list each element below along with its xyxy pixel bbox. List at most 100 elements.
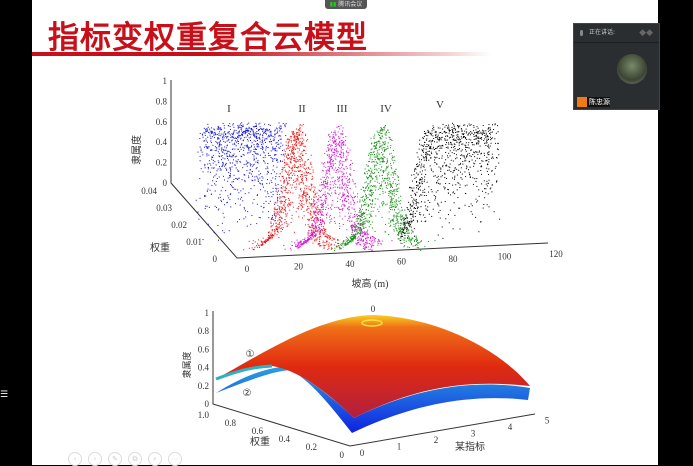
scatter-point [321, 169, 323, 171]
scatter-point [370, 175, 372, 177]
scatter-point [347, 242, 349, 244]
scatter-point [319, 190, 321, 192]
scatter-point [437, 182, 439, 184]
scatter-point [252, 202, 254, 204]
scatter-point [297, 137, 299, 139]
scatter-point [409, 207, 411, 209]
scatter-point [288, 175, 290, 177]
scatter-point [332, 184, 334, 186]
scatter-point [387, 145, 389, 147]
scatter-point [427, 191, 429, 193]
scatter-point [303, 242, 305, 244]
scatter-point [296, 245, 298, 247]
scatter-point [414, 192, 416, 194]
scatter-point [430, 148, 432, 150]
zoom-icon[interactable]: ⌕ [148, 452, 162, 466]
scatter-point [286, 204, 288, 206]
scatter-point [391, 198, 393, 200]
scatter-point [300, 204, 302, 206]
scatter-point [246, 170, 248, 172]
scatter-point [322, 176, 324, 178]
more-icon[interactable]: ⋯ [168, 452, 182, 466]
scatter-point [333, 250, 335, 252]
scatter-point [313, 200, 315, 202]
scatter-point [461, 173, 463, 175]
scatter-point [336, 155, 338, 157]
scatter-point [268, 235, 270, 237]
scatter-point [405, 222, 407, 224]
scatter-point [330, 163, 332, 165]
scatter-point [400, 233, 402, 235]
scatter-point [320, 222, 322, 224]
scatter-point [364, 199, 366, 201]
scatter-point [370, 224, 372, 226]
scatter-point [302, 176, 304, 178]
scatter-point [203, 132, 205, 134]
scatter-point [249, 136, 251, 138]
scatter-point [230, 156, 232, 158]
next-icon[interactable]: › [88, 452, 102, 466]
scatter-point [446, 177, 448, 179]
scatter-point [329, 215, 331, 217]
scatter-point [435, 132, 437, 134]
scatter-point [256, 128, 258, 130]
scatter-point [265, 168, 267, 170]
scatter-point [317, 217, 319, 219]
scatter-point [317, 237, 319, 239]
scatter-point [236, 169, 238, 171]
pen-icon[interactable]: ✎ [108, 452, 122, 466]
scatter-point [459, 125, 461, 127]
scatter-point [237, 143, 239, 145]
scatter-point [450, 194, 452, 196]
speaker-panel[interactable]: 正在讲话: ◆◆ 陈忠源 [573, 23, 660, 110]
scatter-point [350, 241, 352, 243]
scatter-point [302, 182, 304, 184]
scatter-point [274, 150, 276, 152]
scatter-point [424, 221, 426, 223]
scatter-point [341, 166, 343, 168]
scatter-point [261, 241, 263, 243]
scatter-point [412, 205, 414, 207]
scatter-point [368, 213, 370, 215]
scatter-point [304, 237, 306, 239]
scatter-point [484, 135, 486, 137]
scatter-point [240, 148, 242, 150]
scatter-point [317, 243, 319, 245]
scatter-point [257, 178, 259, 180]
scatter-point [353, 183, 355, 185]
scatter-point [346, 195, 348, 197]
scatter-point [303, 172, 305, 174]
scatter-point [348, 196, 350, 198]
scatter-point [482, 207, 484, 209]
menu-icon[interactable]: ☰ [0, 390, 9, 400]
meeting-bar[interactable]: ▮▮ 腾讯会议 [325, 0, 367, 9]
scatter-point [485, 142, 487, 144]
scatter-point [349, 241, 351, 243]
scatter-point [389, 138, 391, 140]
scatter-point [275, 187, 277, 189]
scatter-point [369, 199, 371, 201]
scatter-point [252, 154, 254, 156]
scatter-point [325, 177, 327, 179]
copy-icon[interactable]: ⧉ [128, 452, 142, 466]
scatter-point [243, 131, 245, 133]
scatter-point [367, 183, 369, 185]
prev-icon[interactable]: ‹ [68, 452, 82, 466]
scatter-point [372, 210, 374, 212]
scatter-point [329, 235, 331, 237]
scatter-point [416, 166, 418, 168]
scatter-point [440, 137, 442, 139]
scatter-point [286, 222, 288, 224]
scatter-point [281, 187, 283, 189]
scatter-point [404, 235, 406, 237]
scatter-point [377, 151, 379, 153]
scatter-point [494, 124, 496, 126]
scatter-point [454, 144, 456, 146]
scatter-point [361, 231, 363, 233]
scatter-point [305, 177, 307, 179]
scatter-point [232, 124, 234, 126]
scatter-point [442, 128, 444, 130]
scatter-point [277, 231, 279, 233]
z-tick-label: 1 [205, 308, 210, 318]
scatter-point [291, 144, 293, 146]
